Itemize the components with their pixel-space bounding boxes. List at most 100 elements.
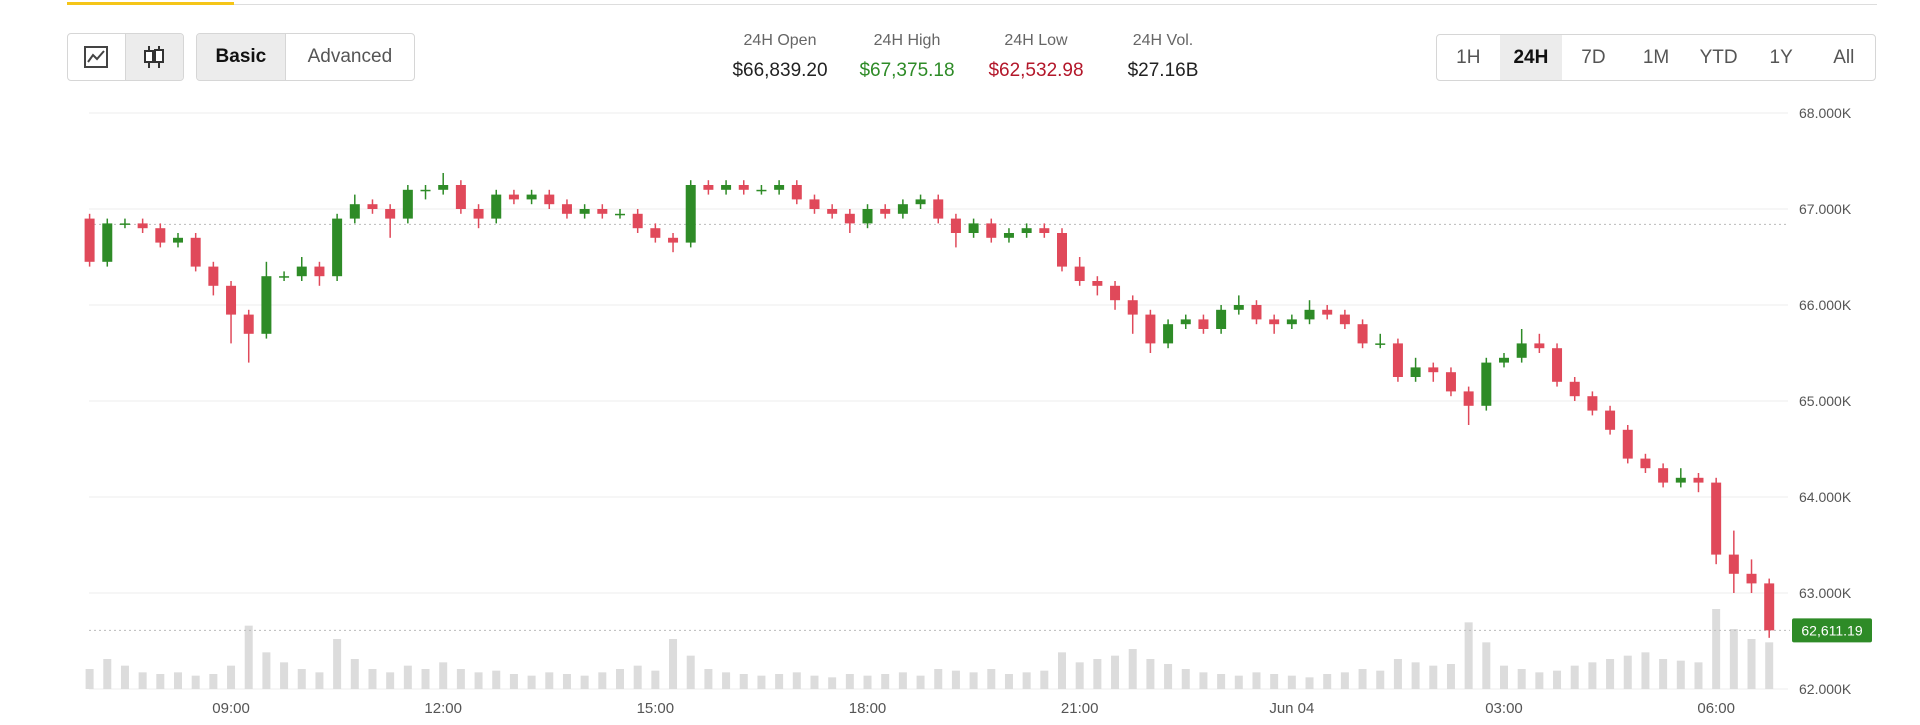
candle-body xyxy=(1021,228,1032,233)
x-tick-label: 18:00 xyxy=(849,700,887,717)
volume-bar xyxy=(616,669,624,689)
candle-body xyxy=(632,213,643,229)
y-tick-label: 68.000K xyxy=(1799,105,1852,121)
volume-bar xyxy=(120,665,129,689)
volume-bar xyxy=(227,665,236,689)
candle-body xyxy=(774,185,785,190)
volume-bar xyxy=(439,662,448,689)
volume-bar xyxy=(350,659,359,689)
candle-body xyxy=(84,218,95,262)
candle-icon xyxy=(144,46,165,68)
volume-bar xyxy=(792,672,801,689)
volume-bar xyxy=(686,655,695,689)
x-tick-label: 12:00 xyxy=(424,700,462,717)
candle-body xyxy=(1286,319,1297,325)
candle-body xyxy=(261,276,272,334)
x-tick-label: 21:00 xyxy=(1061,700,1099,717)
x-tick-label: Jun 04 xyxy=(1269,700,1314,717)
candle-body xyxy=(173,237,183,243)
candle-body xyxy=(1269,319,1280,325)
volume-bar xyxy=(1146,659,1155,689)
line-chart-button[interactable] xyxy=(68,34,126,80)
volume-bar xyxy=(1535,672,1544,689)
y-tick-label: 65.000K xyxy=(1799,393,1852,409)
range-button[interactable]: 1Y xyxy=(1769,46,1793,68)
volume-bar xyxy=(386,672,395,689)
x-tick-label: 06:00 xyxy=(1697,700,1735,717)
stat-value: $62,532.98 xyxy=(988,60,1084,81)
candle-body xyxy=(597,209,608,214)
candle-body xyxy=(508,194,519,200)
candle-body xyxy=(119,223,130,225)
volume-bar xyxy=(297,669,306,689)
candle-body xyxy=(1163,324,1174,344)
volume-bar xyxy=(492,670,501,689)
volume-bar xyxy=(1517,669,1526,689)
candle-body xyxy=(1233,305,1244,310)
range-button[interactable]: 24H xyxy=(1499,35,1563,80)
volume-bar xyxy=(1287,675,1296,689)
stat-label: 24H Vol. xyxy=(1132,32,1194,49)
volume-bar xyxy=(1022,672,1031,689)
volume-bar xyxy=(828,677,837,689)
range-button[interactable]: 1H xyxy=(1456,46,1481,68)
candle-body xyxy=(791,185,802,200)
volume-bar xyxy=(1411,662,1420,689)
candle-body xyxy=(544,194,555,205)
candle-body xyxy=(1145,314,1156,344)
range-button[interactable]: 1M xyxy=(1642,46,1670,68)
view-button[interactable]: Advanced xyxy=(307,46,393,67)
candle-body xyxy=(1658,468,1669,483)
volume-bar xyxy=(85,669,94,689)
candle-body xyxy=(420,189,431,192)
candle-body xyxy=(1127,300,1138,315)
volume-bar xyxy=(280,662,289,689)
view-toggle: Basic Advanced xyxy=(196,33,415,81)
volume-bar xyxy=(598,672,607,689)
candle-body xyxy=(827,209,838,214)
volume-bar xyxy=(138,672,147,689)
volume-bar xyxy=(333,639,342,689)
volume-bar xyxy=(209,674,218,689)
range-button[interactable]: YTD xyxy=(1699,46,1738,68)
candle-body xyxy=(685,185,696,243)
volume-bar xyxy=(103,659,112,689)
candle-body xyxy=(455,185,466,209)
candle-body xyxy=(1587,396,1598,411)
stat: 24H Vol. $27.16B xyxy=(1083,32,1243,82)
view-button[interactable]: Basic xyxy=(197,34,286,80)
volume-bar xyxy=(1747,639,1756,689)
candle-body xyxy=(1569,381,1580,397)
candle-body xyxy=(1357,324,1368,344)
range-button[interactable]: 7D xyxy=(1581,46,1606,68)
candle-body xyxy=(208,266,219,286)
volume-bar xyxy=(1164,664,1173,689)
volume-bar xyxy=(1446,664,1455,689)
candle-body xyxy=(1110,285,1121,301)
candle-chart-button[interactable] xyxy=(125,34,183,80)
candle-body xyxy=(226,285,237,315)
candle-body xyxy=(615,213,625,216)
volume-bar xyxy=(1075,662,1084,689)
volume-bar xyxy=(244,625,253,689)
volume-bar xyxy=(1553,670,1562,689)
volume-bar xyxy=(1058,652,1066,689)
candle-body xyxy=(1552,348,1563,382)
candle-body xyxy=(862,209,873,224)
candle-body xyxy=(756,189,767,192)
volume-bar xyxy=(1694,662,1703,689)
candle-body xyxy=(1463,391,1474,406)
candle-body xyxy=(668,237,679,243)
candle-body xyxy=(1198,319,1209,329)
y-tick-label: 64.000K xyxy=(1799,489,1852,505)
candle-body xyxy=(1092,281,1103,286)
x-tick-label: 03:00 xyxy=(1485,700,1523,717)
volume-bar xyxy=(580,675,589,689)
candle-body xyxy=(915,199,926,205)
y-tick-label: 63.000K xyxy=(1799,585,1852,601)
candle-body xyxy=(1499,357,1509,363)
volume-bar xyxy=(916,675,925,689)
range-button[interactable]: All xyxy=(1833,46,1855,68)
volume-bar xyxy=(527,675,536,689)
